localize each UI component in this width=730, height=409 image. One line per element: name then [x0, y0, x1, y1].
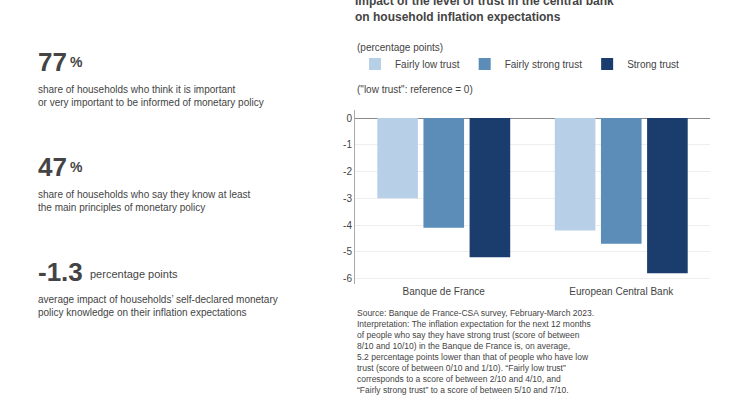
svg-text:-1.3: -1.3 — [38, 257, 83, 287]
svg-text:77: 77 — [38, 47, 67, 77]
svg-text:share of households who think: share of households who think it is impo… — [38, 84, 264, 108]
svg-text:-5: -5 — [343, 246, 352, 257]
svg-text:-3: -3 — [343, 193, 352, 204]
svg-text:Fairly strong trust: Fairly strong trust — [505, 59, 582, 70]
svg-text:average impact of households’: average impact of households’ self-decla… — [38, 294, 278, 318]
svg-text:%: % — [70, 54, 83, 70]
svg-text:-2: -2 — [343, 166, 352, 177]
svg-text:share of households who say th: share of households who say they know at… — [38, 189, 251, 213]
svg-text:("low trust": reference = 0): ("low trust": reference = 0) — [357, 84, 473, 95]
svg-text:Strong trust: Strong trust — [627, 59, 679, 70]
svg-text:%: % — [70, 159, 83, 175]
svg-text:-6: -6 — [343, 273, 352, 284]
svg-text:0: 0 — [346, 113, 352, 124]
svg-text:Banque de France: Banque de France — [403, 286, 486, 297]
svg-text:47: 47 — [38, 152, 67, 182]
svg-text:(percentage points): (percentage points) — [357, 42, 443, 53]
svg-text:-4: -4 — [343, 220, 352, 231]
svg-text:-1: -1 — [343, 139, 352, 150]
svg-text:percentage points: percentage points — [90, 268, 178, 280]
svg-text:Impact of the level of trust i: Impact of the level of trust in the cent… — [355, 0, 614, 24]
svg-text:European Central Bank: European Central Bank — [569, 286, 674, 297]
svg-text:Source: Banque de France-CSA s: Source: Banque de France-CSA survey, Feb… — [357, 308, 594, 395]
svg-text:Fairly low trust: Fairly low trust — [395, 59, 460, 70]
